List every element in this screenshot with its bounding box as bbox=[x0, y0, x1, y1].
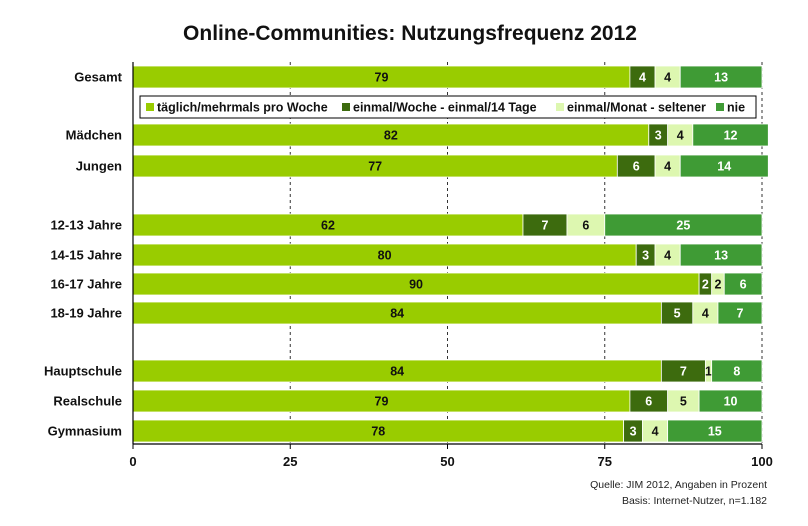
bar-value-label: 78 bbox=[371, 425, 385, 439]
legend-box bbox=[139, 95, 757, 119]
bar-value-label: 4 bbox=[652, 425, 659, 439]
bar-segment bbox=[679, 65, 763, 89]
bar-segment bbox=[692, 123, 769, 147]
category-label: 14-15 Jahre bbox=[50, 248, 122, 263]
bar-value-label: 25 bbox=[676, 219, 690, 233]
bar-value-label: 14 bbox=[717, 160, 731, 174]
bar-value-label: 6 bbox=[582, 219, 589, 233]
bar-value-label: 6 bbox=[645, 395, 652, 409]
bar-value-label: 3 bbox=[642, 249, 649, 263]
bar-value-label: 3 bbox=[630, 425, 637, 439]
bar-value-label: 4 bbox=[677, 129, 684, 143]
bar-segment bbox=[679, 243, 763, 267]
bar-value-label: 6 bbox=[633, 160, 640, 174]
category-label: Mädchen bbox=[66, 128, 122, 143]
category-label: 18-19 Jahre bbox=[50, 306, 122, 321]
bar-value-label: 3 bbox=[655, 129, 662, 143]
bar-value-label: 8 bbox=[733, 365, 740, 379]
bar-value-label: 13 bbox=[714, 249, 728, 263]
bar-value-label: 2 bbox=[714, 278, 721, 292]
bar-value-label: 5 bbox=[680, 395, 687, 409]
legend-label: nie bbox=[727, 101, 745, 115]
legend-label: einmal/Monat - seltener bbox=[567, 101, 706, 115]
bar-segment bbox=[604, 213, 763, 237]
bar-value-label: 4 bbox=[664, 160, 671, 174]
bar-value-label: 13 bbox=[714, 71, 728, 85]
bar-value-label: 82 bbox=[384, 129, 398, 143]
bar-segment bbox=[698, 389, 763, 413]
category-label: 12-13 Jahre bbox=[50, 218, 122, 233]
bar-value-label: 84 bbox=[390, 307, 404, 321]
bar-value-label: 84 bbox=[390, 365, 404, 379]
legend-swatch bbox=[556, 103, 564, 111]
bar-value-label: 62 bbox=[321, 219, 335, 233]
category-label: Realschule bbox=[53, 394, 122, 409]
bar-segment bbox=[717, 301, 763, 325]
legend-swatch bbox=[342, 103, 350, 111]
category-label: Jungen bbox=[76, 159, 122, 174]
legend: täglich/mehrmals pro Woche einmal/Woche -… bbox=[139, 95, 757, 119]
x-tick-label: 50 bbox=[440, 454, 454, 469]
chart-title: Online-Communities: Nutzungsfrequenz 201… bbox=[183, 22, 637, 45]
bar-value-label: 6 bbox=[740, 278, 747, 292]
bar-value-label: 12 bbox=[724, 129, 738, 143]
bar-value-label: 10 bbox=[724, 395, 738, 409]
category-label: Gesamt bbox=[74, 70, 122, 85]
legend-label: täglich/mehrmals pro Woche bbox=[157, 101, 328, 115]
category-label: Hauptschule bbox=[44, 364, 122, 379]
x-tick-label: 75 bbox=[598, 454, 612, 469]
bar-value-label: 15 bbox=[708, 425, 722, 439]
category-label: 16-17 Jahre bbox=[50, 277, 122, 292]
legend-swatch bbox=[146, 103, 154, 111]
bar-segment bbox=[711, 359, 763, 383]
bar-value-label: 90 bbox=[409, 278, 423, 292]
bar-value-label: 4 bbox=[639, 71, 646, 85]
bar-value-label: 7 bbox=[542, 219, 549, 233]
legend-swatch bbox=[716, 103, 724, 111]
category-label: Gymnasium bbox=[48, 424, 122, 439]
bar-value-label: 7 bbox=[737, 307, 744, 321]
bar-value-label: 80 bbox=[378, 249, 392, 263]
bar-segment bbox=[679, 154, 769, 178]
source-line-1: Quelle: JIM 2012, Angaben in Prozent bbox=[590, 479, 767, 491]
source-line-2: Basis: Internet-Nutzer, n=1.182 bbox=[622, 495, 767, 507]
bar-value-label: 2 bbox=[702, 278, 709, 292]
bar-value-label: 79 bbox=[375, 71, 389, 85]
bar-value-label: 5 bbox=[674, 307, 681, 321]
x-tick-label: 100 bbox=[751, 454, 773, 469]
bar-value-label: 4 bbox=[702, 307, 709, 321]
bar-value-label: 4 bbox=[664, 249, 671, 263]
bar-value-label: 7 bbox=[680, 365, 687, 379]
bar-value-label: 1 bbox=[705, 365, 712, 379]
x-axis: 0 25 50 75 100 bbox=[129, 62, 773, 469]
bar-segment bbox=[667, 419, 763, 443]
bar-segment bbox=[723, 272, 763, 296]
legend-label: einmal/Woche - einmal/14 Tage bbox=[353, 101, 537, 115]
x-tick-label: 0 bbox=[129, 454, 136, 469]
category-labels: Gesamt Mädchen Jungen 12-13 Jahre 14-15 Jahr… bbox=[44, 70, 123, 439]
bar-value-label: 77 bbox=[368, 160, 382, 174]
x-tick-label: 25 bbox=[283, 454, 297, 469]
bar-value-label: 79 bbox=[375, 395, 389, 409]
bar-value-label: 4 bbox=[664, 71, 671, 85]
